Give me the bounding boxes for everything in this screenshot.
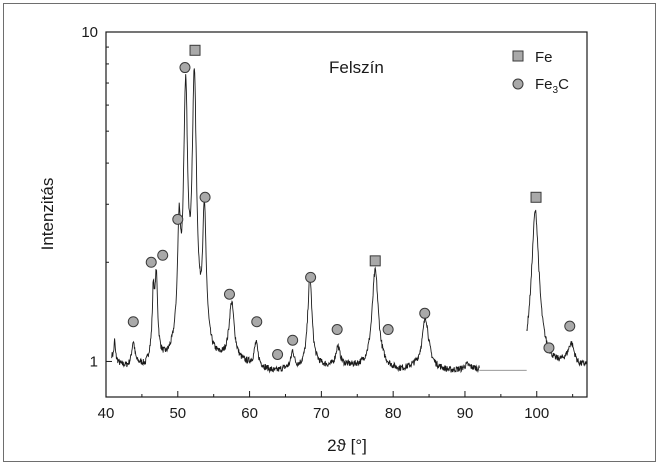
legend: Fe Fe3C — [512, 49, 569, 96]
phase-annotation: Felszín — [329, 58, 384, 77]
fe3c-marker — [157, 249, 169, 261]
fe3c-marker — [223, 288, 235, 300]
fe-marker — [189, 44, 201, 56]
fe3c-marker — [543, 342, 555, 354]
phase-markers — [127, 44, 576, 360]
x-tick-label: 90 — [457, 405, 474, 422]
fe3c-marker — [145, 256, 157, 268]
plot-area — [105, 31, 588, 398]
x-tick-label: 60 — [241, 405, 258, 422]
x-tick-label: 100 — [524, 405, 549, 422]
figure-frame: 1 10 40 50 60 70 80 90 100 Felszín 2ϑ [°] Inten… — [3, 3, 656, 462]
y-axis-label: Intenzitás — [38, 178, 57, 251]
fe3c-marker — [419, 307, 431, 319]
fe3c-marker — [127, 316, 139, 328]
fe3c-marker — [287, 334, 299, 346]
y-tick-label: 10 — [81, 24, 98, 41]
fe3c-marker — [179, 62, 191, 74]
x-tick-label: 70 — [313, 405, 330, 422]
fe-marker — [369, 255, 381, 267]
x-tick-label: 40 — [98, 405, 115, 422]
fe-marker — [530, 191, 542, 203]
y-axis: 1 10 — [81, 24, 112, 370]
fe3c-marker — [199, 191, 211, 203]
x-axis-label: 2ϑ [°] — [327, 436, 367, 455]
y-tick-label: 1 — [90, 353, 98, 370]
x-tick-label: 80 — [385, 405, 402, 422]
fe3c-marker — [382, 324, 394, 336]
legend-fe-swatch — [512, 50, 524, 62]
fe3c-marker — [272, 348, 284, 360]
diffraction-pattern-line — [111, 68, 588, 374]
xrd-chart: 1 10 40 50 60 70 80 90 100 Felszín 2ϑ [°] Inten… — [38, 24, 588, 455]
legend-fe3c-swatch — [512, 78, 524, 90]
fe3c-marker — [305, 271, 317, 283]
x-tick-label: 50 — [169, 405, 186, 422]
legend-fe-label: Fe — [535, 49, 553, 66]
fe3c-marker — [564, 320, 576, 332]
fe3c-marker — [331, 324, 343, 336]
x-axis: 40 50 60 70 80 90 100 — [98, 391, 574, 422]
fe3c-marker — [251, 316, 263, 328]
legend-fe3c-label: Fe3C — [535, 76, 569, 96]
fe3c-marker — [172, 213, 184, 225]
